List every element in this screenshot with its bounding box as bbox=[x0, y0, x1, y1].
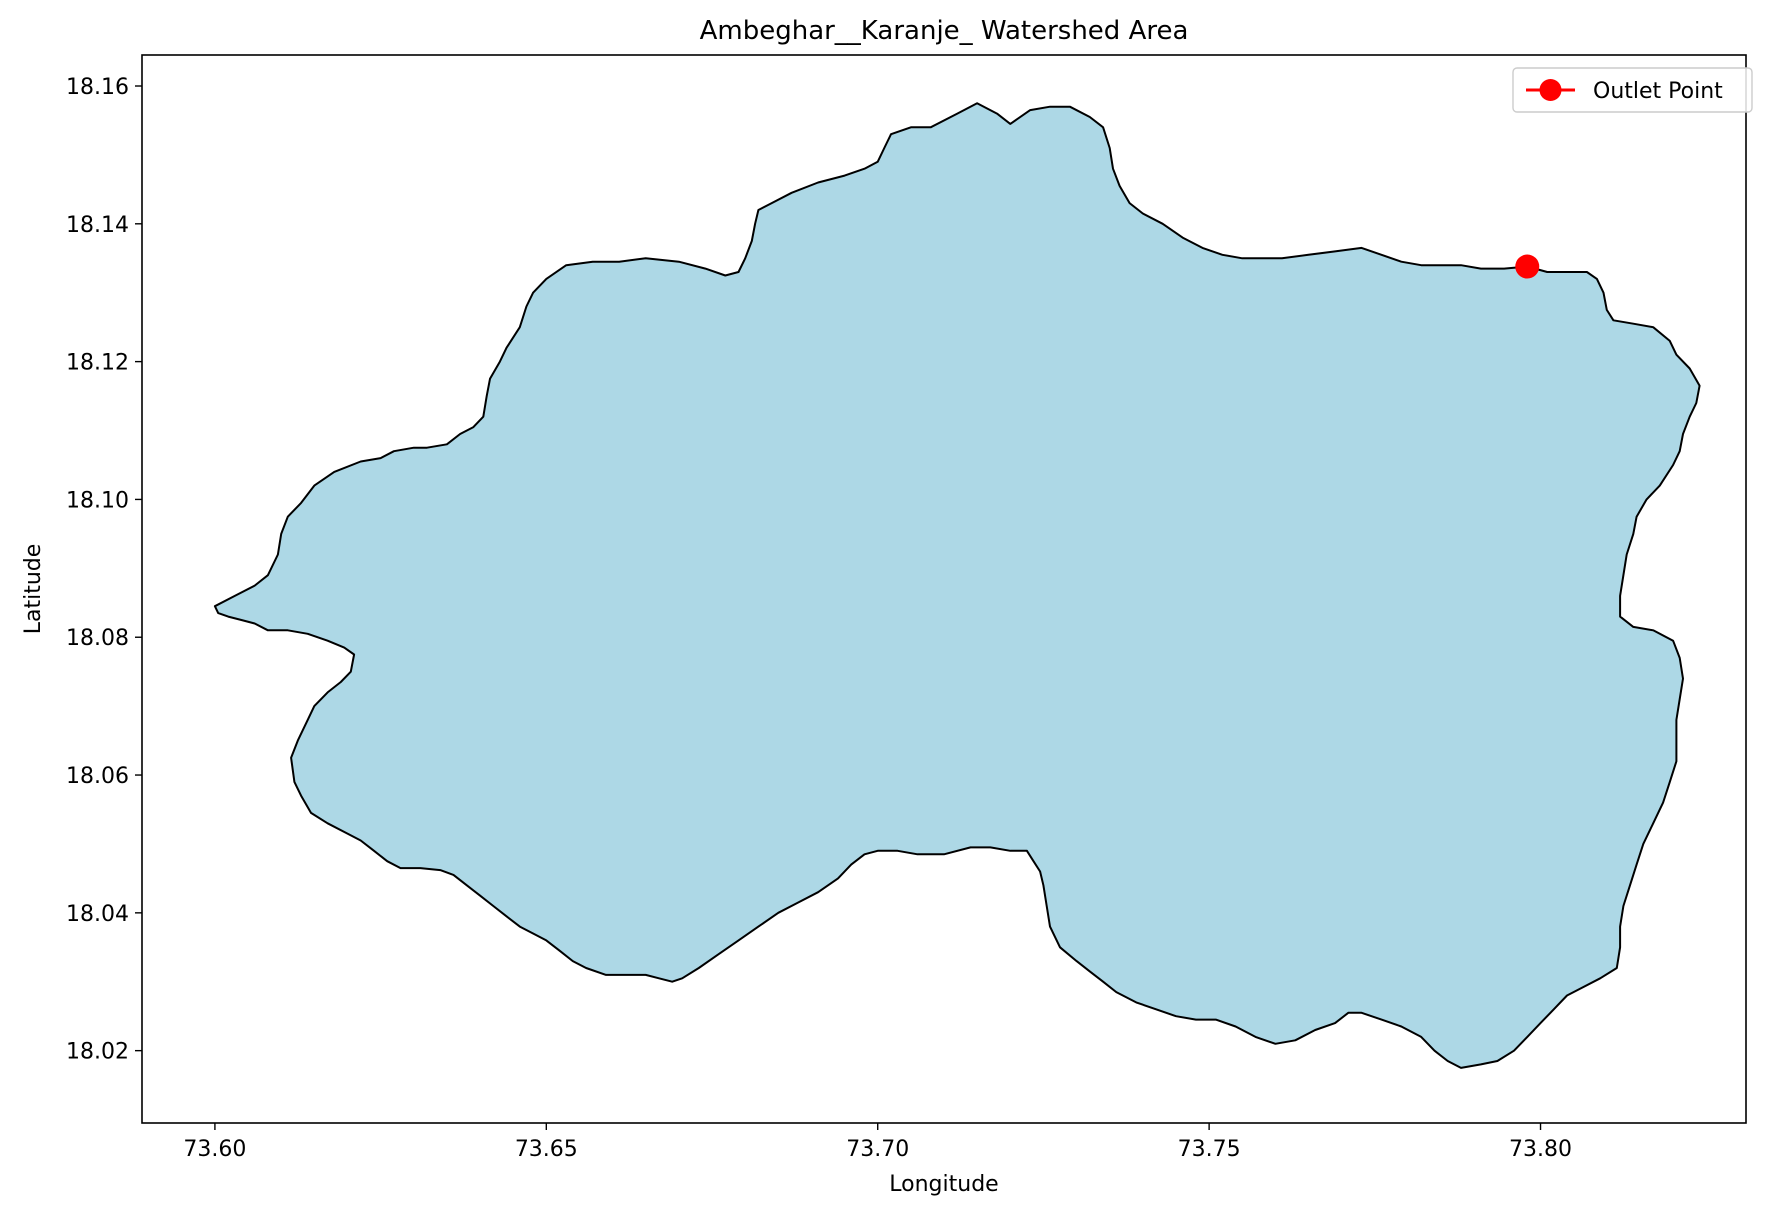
legend-label: Outlet Point bbox=[1593, 79, 1723, 104]
x-tick-label: 73.75 bbox=[1178, 1137, 1241, 1162]
y-tick-label: 18.06 bbox=[66, 764, 129, 789]
legend-box bbox=[1512, 67, 1753, 113]
y-tick-label: 18.14 bbox=[66, 213, 129, 238]
y-tick-label: 18.16 bbox=[66, 75, 129, 100]
legend-marker bbox=[1539, 79, 1562, 101]
x-tick-label: 73.60 bbox=[183, 1137, 246, 1162]
chart-title: Ambeghar__Karanje_ Watershed Area bbox=[700, 16, 1189, 46]
y-tick-label: 18.10 bbox=[66, 488, 129, 513]
y-tick-label: 18.08 bbox=[66, 626, 129, 651]
plot-frame bbox=[141, 54, 1747, 1124]
y-tick-label: 18.04 bbox=[66, 902, 129, 927]
outlet-point-marker bbox=[1515, 254, 1540, 279]
y-tick-label: 18.02 bbox=[66, 1040, 129, 1065]
x-tick-label: 73.70 bbox=[846, 1137, 909, 1162]
watershed-polygon bbox=[213, 102, 1701, 1069]
x-tick-label: 73.80 bbox=[1509, 1137, 1572, 1162]
y-axis-label: Latitude bbox=[21, 544, 46, 635]
x-tick-label: 73.65 bbox=[515, 1137, 578, 1162]
x-axis-label: Longitude bbox=[889, 1172, 998, 1197]
y-tick-label: 18.12 bbox=[66, 351, 129, 376]
